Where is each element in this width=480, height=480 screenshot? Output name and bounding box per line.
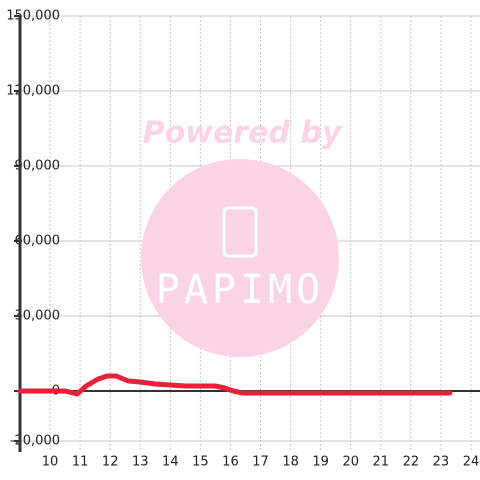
x-tick-label: 13 <box>132 455 149 470</box>
x-tick-label: 22 <box>403 455 420 470</box>
y-tick-label: 30,000 <box>15 309 61 324</box>
y-tick-label: 120,000 <box>6 84 60 99</box>
x-tick-label: 17 <box>252 455 269 470</box>
x-tick-label: 10 <box>42 455 59 470</box>
watermark: Powered by PAPIMO <box>141 116 343 357</box>
y-tick-label: 60,000 <box>15 234 61 249</box>
x-tick-label: 11 <box>72 455 89 470</box>
watermark-circle <box>141 159 339 357</box>
watermark-title: Powered by <box>143 116 343 151</box>
watermark-brand: PAPIMO <box>156 267 325 313</box>
x-tick-label: 15 <box>192 455 209 470</box>
x-tick-label: 24 <box>463 455 480 470</box>
y-tick-label: 90,000 <box>15 159 61 174</box>
watermark-phone <box>222 206 258 258</box>
x-tick-label: 19 <box>312 455 329 470</box>
plot: 150,000120,00090,00060,00030,0000-20,000… <box>6 9 480 470</box>
grid <box>20 15 480 452</box>
x-tick-label: 18 <box>282 455 299 470</box>
x-tick-label: 14 <box>162 455 179 470</box>
y-tick-label: 150,000 <box>6 9 60 24</box>
x-tick-label: 12 <box>102 455 119 470</box>
x-tick-label: 23 <box>433 455 450 470</box>
x-tick-label: 16 <box>222 455 239 470</box>
x-tick-label: 20 <box>342 455 359 470</box>
y-tick-label: -20,000 <box>10 434 60 449</box>
x-tick-label: 21 <box>373 455 390 470</box>
line-series <box>17 373 453 397</box>
